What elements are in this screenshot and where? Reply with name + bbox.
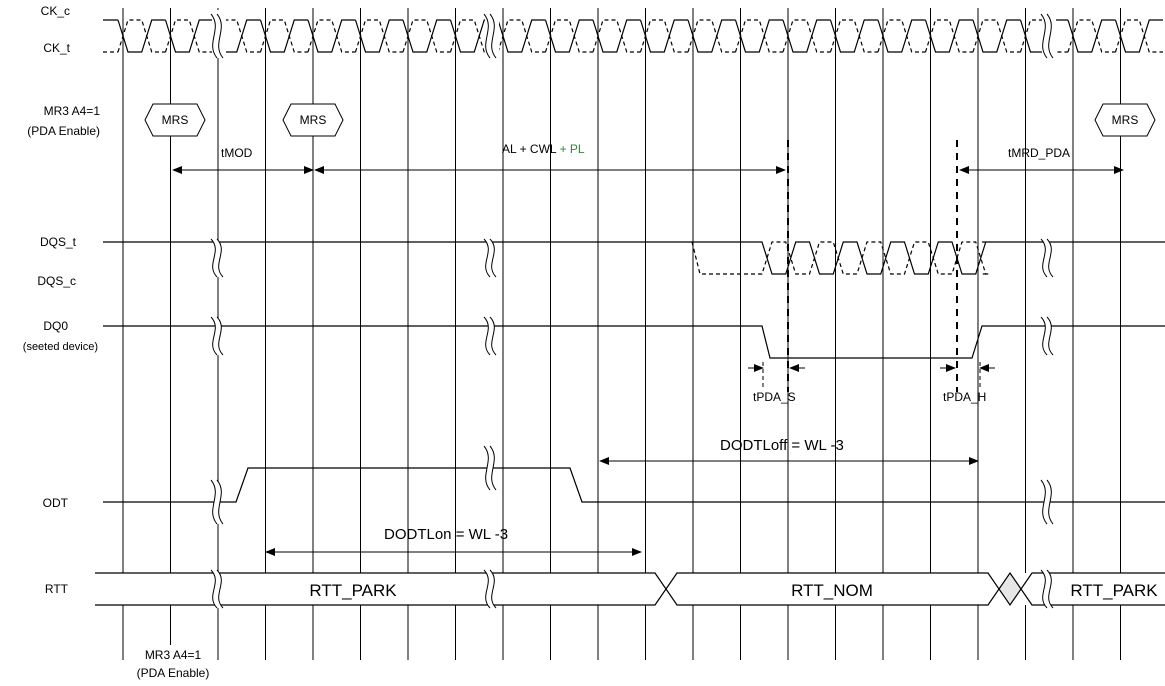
al-cwl-text: AL + CWL — [502, 142, 557, 156]
mrs-command-2 — [282, 103, 344, 137]
mrs-label-2: MRS — [300, 113, 327, 127]
pl-text: + PL — [560, 142, 585, 156]
al-cwl-label: AL + CWL + PL — [502, 142, 585, 156]
odt-waveform — [103, 467, 1165, 503]
command-labels: MRS MRS MRS — [162, 113, 1139, 127]
rtt-bus — [95, 571, 1165, 607]
dodtlon-label: DODTLon = WL -3 — [384, 526, 508, 543]
clock-grid-lines — [122, 8, 1121, 660]
dqs-t-label: DQS_t — [40, 235, 77, 249]
dq0-device-label: (seeted device) — [23, 341, 98, 353]
tmrd-pda-label: tMRD_PDA — [1008, 146, 1070, 160]
dqs-t-waveform — [103, 241, 1165, 275]
dodtloff-label: DODTLoff = WL -3 — [720, 437, 844, 454]
pda-enable-label: (PDA Enable) — [27, 124, 100, 138]
mrs-command-1 — [144, 103, 206, 137]
bottom-annotation: MR3 A4=1 (PDA Enable) — [130, 645, 216, 680]
ck-t-waveform — [103, 19, 1163, 53]
dq0-waveform — [103, 325, 1165, 359]
tpda-h-label: tPDA_H — [943, 390, 986, 404]
mrs-command-3 — [1094, 103, 1156, 137]
tpda-s-label: tPDA_S — [753, 390, 796, 404]
ck-c-label: CK_c — [41, 4, 70, 18]
dq0-label: DQ0 — [43, 319, 68, 333]
timing-labels: tMOD AL + CWL + PL tMRD_PDA tPDA_S tPDA_H… — [221, 142, 1070, 543]
signal-labels: CK_c CK_t MR3 A4=1 (PDA Enable) DQS_t DQ… — [23, 4, 101, 596]
rtt-nom-label: RTT_NOM — [791, 581, 873, 600]
bottom-mr3-label: MR3 A4=1 — [145, 648, 202, 662]
ck-t-label: CK_t — [43, 41, 70, 55]
mr3-label: MR3 A4=1 — [44, 104, 101, 118]
mrs-label-3: MRS — [1112, 113, 1139, 127]
rtt-park-segment-2 — [1020, 572, 1165, 606]
rtt-park-label-2: RTT_PARK — [1070, 581, 1158, 600]
mrs-label-1: MRS — [162, 113, 189, 127]
pda-window-markers — [787, 140, 958, 392]
rtt-park-label-1: RTT_PARK — [309, 581, 397, 600]
clock-waveform — [103, 19, 1163, 53]
dqs-waveform — [103, 241, 1165, 275]
dqs-c-label: DQS_c — [37, 274, 76, 288]
bottom-pda-enable-label: (PDA Enable) — [137, 666, 210, 680]
odt-label: ODT — [43, 496, 69, 510]
tmod-label: tMOD — [221, 146, 253, 160]
command-bus — [144, 103, 1156, 137]
rtt-state-labels: RTT_PARK RTT_NOM RTT_PARK — [309, 581, 1158, 600]
rtt-transition — [998, 571, 1022, 607]
rtt-label: RTT — [45, 582, 69, 596]
dqs-c-waveform — [691, 241, 990, 275]
break-symbols — [210, 10, 1056, 609]
timing-arrows — [172, 166, 1124, 556]
